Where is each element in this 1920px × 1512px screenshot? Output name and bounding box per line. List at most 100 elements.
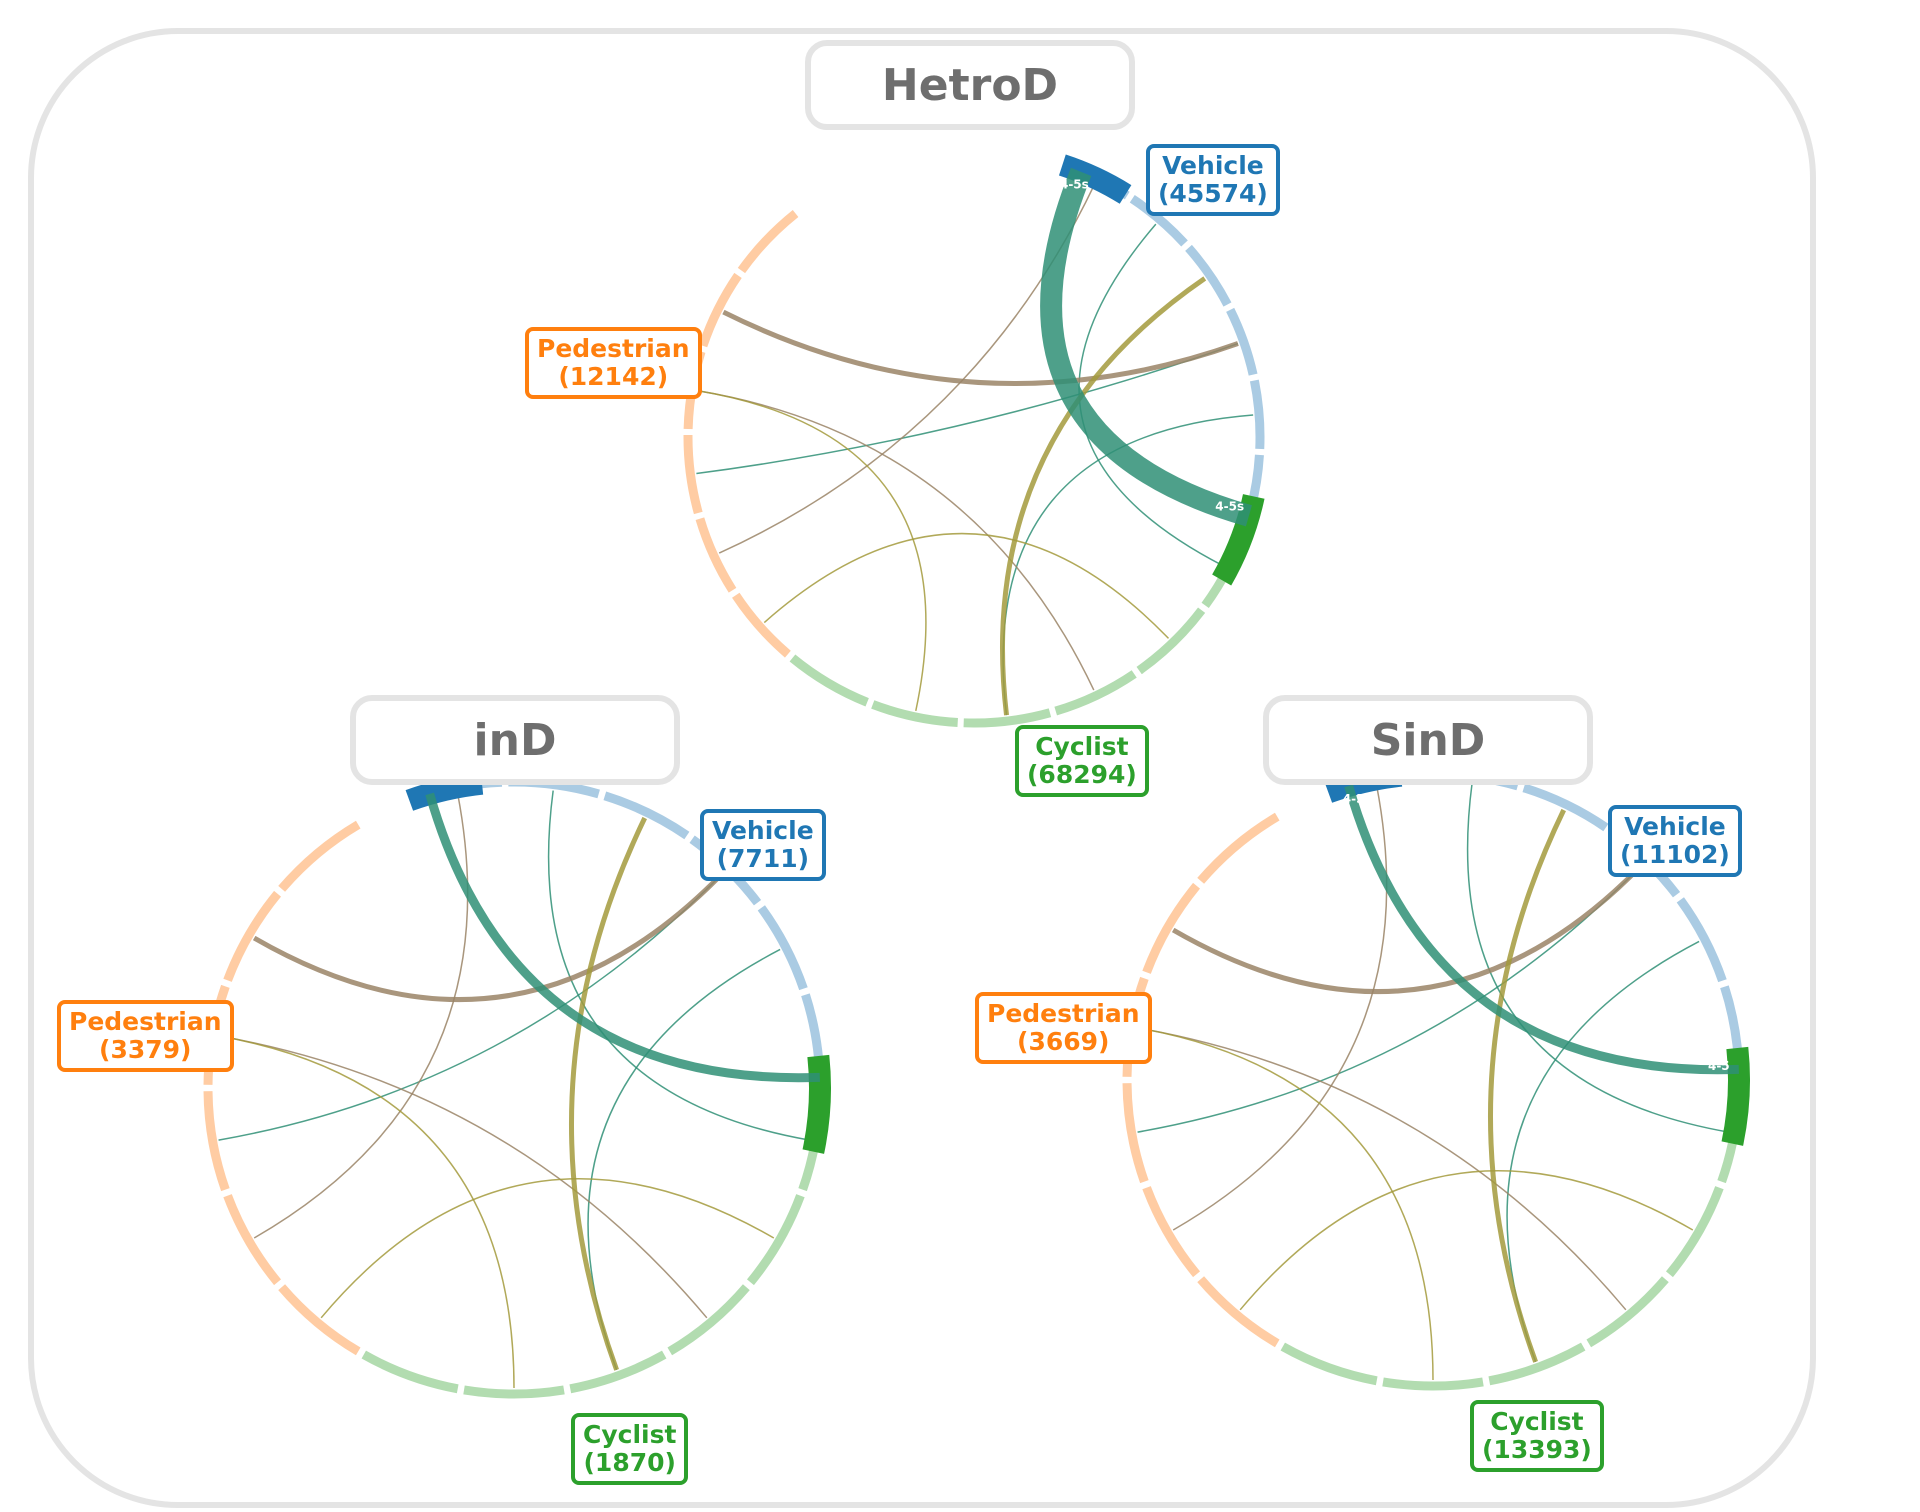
ring-segment-2-5 xyxy=(361,1350,459,1394)
chord-8 xyxy=(1137,1027,1434,1381)
legend-vehicle-hetrod: Vehicle (45574) xyxy=(1146,144,1280,216)
highlight-cyclist-arc xyxy=(1212,494,1265,586)
ring-segment-0-4 xyxy=(1249,379,1265,450)
ring-segment-2-1 xyxy=(1136,607,1206,675)
legend-pedestrian-sind-count: (3669) xyxy=(1017,1027,1110,1056)
ring-segment-1-5 xyxy=(278,820,361,892)
ring-segment-1-5 xyxy=(737,209,799,274)
legend-cyclist-ind-name: Cyclist xyxy=(583,1420,677,1449)
chord-1 xyxy=(218,872,724,1141)
ring-segment-1-4 xyxy=(1142,882,1201,974)
ring-segment-0-4 xyxy=(757,905,808,991)
legend-vehicle-sind: Vehicle (11102) xyxy=(1608,805,1742,877)
chord-3 xyxy=(718,183,1096,554)
chord-highlight xyxy=(1040,167,1252,527)
chord-3 xyxy=(1172,785,1388,1231)
chart-title-hetrod: HetroD xyxy=(805,40,1135,130)
chord-4 xyxy=(218,1035,708,1319)
outer-frame xyxy=(28,28,1816,1508)
legend-pedestrian-sind-name: Pedestrian xyxy=(987,999,1140,1028)
legend-cyclist-ind: Cyclist (1870) xyxy=(571,1413,689,1485)
ring-segment-1-1 xyxy=(695,517,737,593)
ring-segment-0-3 xyxy=(1226,307,1258,376)
legend-cyclist-hetrod-name: Cyclist xyxy=(1035,732,1129,761)
legend-pedestrian-hetrod: Pedestrian (12142) xyxy=(525,327,702,399)
chord-3 xyxy=(253,793,469,1239)
legend-pedestrian-hetrod-count: (12142) xyxy=(558,362,669,391)
chord-7 xyxy=(999,276,1207,716)
ring-segment-1-1 xyxy=(1142,1186,1201,1278)
legend-vehicle-ind-count: (7711) xyxy=(716,844,810,873)
legend-vehicle-ind-name: Vehicle xyxy=(712,816,814,845)
chord-highlight xyxy=(425,792,820,1083)
highlight-vehicle-arc xyxy=(1058,154,1132,204)
ring-segment-1-2 xyxy=(683,434,703,515)
ring-segment-0-1 xyxy=(1129,195,1188,247)
ring-segment-2-4 xyxy=(463,1385,565,1399)
chord-1 xyxy=(1137,864,1643,1133)
chord-8 xyxy=(218,1035,515,1389)
legend-cyclist-sind-count: (13393) xyxy=(1482,1435,1592,1464)
chord-4 xyxy=(1137,1027,1627,1311)
ring-segment-0-2 xyxy=(603,791,690,840)
highlight-cyclist-arc xyxy=(802,1054,831,1154)
ring-segment-1-5 xyxy=(1197,812,1280,884)
chart-title-ind: inD xyxy=(350,695,680,785)
annotation-1: 4-5s xyxy=(1215,499,1244,513)
ring-segment-2-3 xyxy=(963,708,1052,728)
ring-segment-2-5 xyxy=(789,654,869,707)
legend-vehicle-hetrod-count: (45574) xyxy=(1158,179,1268,208)
chord-4 xyxy=(697,390,1095,691)
ring-segment-2-1 xyxy=(1665,1186,1724,1278)
ring-segment-2-2 xyxy=(1586,1276,1669,1348)
ring-segment-1-4 xyxy=(223,890,282,982)
legend-pedestrian-ind-count: (3379) xyxy=(99,1035,192,1064)
ring-segment-0-4 xyxy=(1676,897,1727,983)
highlight-vehicle-arc xyxy=(405,772,484,811)
ring-segment-1-0 xyxy=(1197,1276,1280,1348)
ring-segment-1-0 xyxy=(732,592,791,658)
chord-5 xyxy=(252,871,725,1003)
legend-pedestrian-sind: Pedestrian (3669) xyxy=(975,992,1152,1064)
ring-segment-0-2 xyxy=(1522,783,1609,832)
legend-cyclist-hetrod: Cyclist (68294) xyxy=(1015,725,1149,797)
ring-segment-1-1 xyxy=(223,1194,282,1286)
legend-pedestrian-ind-name: Pedestrian xyxy=(69,1007,222,1036)
ring-segment-1-4 xyxy=(698,272,742,348)
chord-7 xyxy=(1487,808,1566,1363)
legend-cyclist-sind-name: Cyclist xyxy=(1490,1407,1584,1436)
chord-1 xyxy=(696,342,1239,475)
chord-5 xyxy=(722,309,1239,387)
chord-2 xyxy=(1506,940,1700,1363)
ring-segment-2-3 xyxy=(1488,1342,1586,1386)
ring-segment-2-4 xyxy=(1382,1377,1484,1391)
legend-pedestrian-hetrod-name: Pedestrian xyxy=(537,334,690,363)
legend-cyclist-hetrod-count: (68294) xyxy=(1027,760,1137,789)
ring-segment-0-2 xyxy=(1185,244,1232,307)
chord-5 xyxy=(1171,863,1644,995)
chord-2 xyxy=(587,948,781,1371)
ring-segment-2-5 xyxy=(1280,1342,1378,1386)
chord-6 xyxy=(1239,1170,1694,1311)
ring-segment-1-0 xyxy=(278,1284,361,1356)
highlight-cyclist-arc xyxy=(1721,1046,1750,1146)
ring-segment-1-2 xyxy=(203,1091,230,1192)
legend-cyclist-sind: Cyclist (13393) xyxy=(1470,1400,1604,1472)
legend-vehicle-hetrod-name: Vehicle xyxy=(1162,151,1264,180)
chord-8 xyxy=(697,390,927,712)
legend-pedestrian-ind: Pedestrian (3379) xyxy=(57,1000,234,1072)
ring-segment-1-2 xyxy=(1122,1083,1149,1184)
chord-0 xyxy=(1078,223,1224,567)
legend-vehicle-sind-name: Vehicle xyxy=(1624,812,1726,841)
ring-segment-2-2 xyxy=(667,1284,750,1356)
annotation-0: 4-5s xyxy=(1060,178,1089,192)
ring-segment-2-2 xyxy=(1054,670,1137,716)
ring-segment-2-4 xyxy=(871,700,958,728)
legend-vehicle-ind: Vehicle (7711) xyxy=(700,809,826,881)
chord-highlight xyxy=(1344,784,1739,1075)
chord-6 xyxy=(763,532,1170,639)
ring-segment-2-1 xyxy=(746,1194,805,1286)
ring-segment-2-3 xyxy=(569,1350,667,1394)
annotation-1: 4-5 xyxy=(1708,1059,1730,1073)
